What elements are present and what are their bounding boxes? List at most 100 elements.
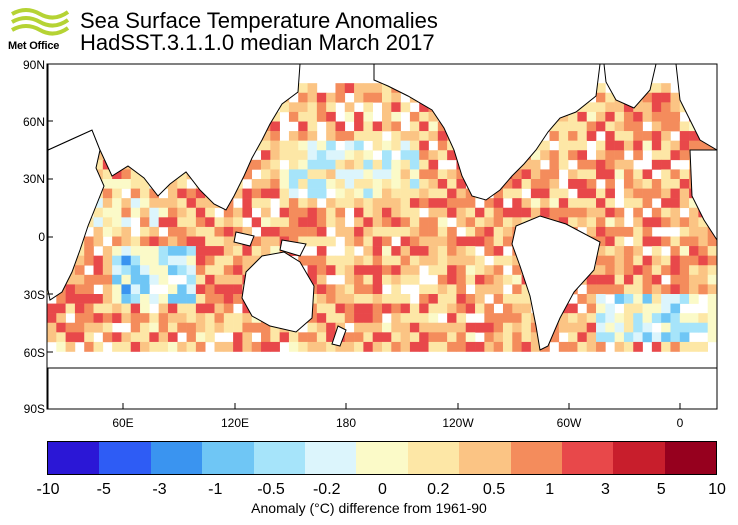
anomaly-cell <box>326 121 336 132</box>
anomaly-cell <box>261 207 271 218</box>
anomaly-cell <box>298 207 308 218</box>
anomaly-cell <box>251 159 262 170</box>
anomaly-cell <box>270 188 280 199</box>
anomaly-cell <box>140 217 150 228</box>
anomaly-cell <box>186 236 197 247</box>
anomaly-cell <box>130 179 141 189</box>
anomaly-cell <box>586 111 597 122</box>
anomaly-cell <box>670 322 681 333</box>
anomaly-cell <box>605 274 615 285</box>
anomaly-cell <box>642 303 653 314</box>
anomaly-cell <box>372 140 383 151</box>
anomaly-cell <box>84 332 94 343</box>
anomaly-cell <box>428 236 439 247</box>
anomaly-cell <box>261 217 271 228</box>
anomaly-cell <box>335 265 346 276</box>
anomaly-cell <box>316 188 327 199</box>
anomaly-cell <box>298 198 308 209</box>
anomaly-cell <box>307 207 318 218</box>
anomaly-cell <box>149 188 159 199</box>
anomaly-cell <box>214 284 225 295</box>
anomaly-cell <box>382 179 392 189</box>
anomaly-cell <box>140 303 150 314</box>
anomaly-cell <box>661 92 671 103</box>
anomaly-cell <box>568 131 578 141</box>
anomaly-cell <box>307 236 318 247</box>
anomaly-cell <box>298 140 308 151</box>
anomaly-cell <box>428 226 439 237</box>
anomaly-cell <box>540 188 550 199</box>
anomaly-cell <box>167 265 178 276</box>
anomaly-cell <box>568 121 578 132</box>
anomaly-cell <box>651 179 662 189</box>
new-zealand-land <box>331 325 347 347</box>
anomaly-cell <box>456 236 467 247</box>
anomaly-cell <box>698 236 708 247</box>
anomaly-cell <box>614 341 625 352</box>
anomaly-cell <box>363 246 373 256</box>
anomaly-cell <box>316 111 327 122</box>
anomaly-cell <box>577 341 588 352</box>
anomaly-cell <box>130 341 141 352</box>
logo-text: Met Office <box>8 40 60 52</box>
anomaly-cell <box>428 303 439 314</box>
anomaly-cell <box>307 255 318 266</box>
anomaly-cell <box>596 313 606 324</box>
anomaly-cell <box>298 121 308 132</box>
anomaly-cell <box>195 274 206 285</box>
anomaly-cell <box>391 274 401 285</box>
anomaly-cell <box>112 341 122 352</box>
anomaly-cell <box>326 207 336 218</box>
anomaly-cell <box>382 265 392 276</box>
anomaly-cell <box>698 265 708 276</box>
anomaly-cell <box>419 236 429 247</box>
anomaly-cell <box>596 255 606 266</box>
anomaly-cell <box>428 207 439 218</box>
anomaly-cell <box>344 246 355 256</box>
anomaly-cell <box>577 131 588 141</box>
anomaly-cell <box>326 332 336 343</box>
anomaly-cell <box>419 217 429 228</box>
anomaly-cell <box>642 255 653 266</box>
anomaly-cell <box>233 274 243 285</box>
anomaly-cell <box>549 169 560 180</box>
anomaly-cell <box>74 294 85 304</box>
anomaly-cell <box>419 188 429 199</box>
anomaly-cell <box>65 332 76 343</box>
anomaly-cell <box>298 159 308 170</box>
anomaly-cell <box>354 274 364 285</box>
anomaly-cell <box>437 236 448 247</box>
anomaly-cell <box>614 255 625 266</box>
anomaly-cell <box>223 322 234 333</box>
anomaly-cell <box>437 322 448 333</box>
anomaly-cell <box>372 226 383 237</box>
anomaly-cell <box>251 198 262 209</box>
anomaly-cell <box>689 322 699 333</box>
anomaly-cell <box>633 169 643 180</box>
anomaly-cell <box>642 102 653 113</box>
anomaly-cell <box>679 188 690 199</box>
lat-label-90n: 90N <box>22 58 45 72</box>
anomaly-cell <box>344 140 355 151</box>
anomaly-cell <box>344 226 355 237</box>
anomaly-cell <box>363 131 373 141</box>
anomaly-cell <box>288 169 299 180</box>
land-masses <box>47 63 718 410</box>
anomaly-cell <box>651 92 662 103</box>
anomaly-cell <box>195 341 206 352</box>
anomaly-cell <box>670 313 681 324</box>
anomaly-cell <box>74 303 85 314</box>
colorbar-tick-label: 10 <box>708 481 726 498</box>
anomaly-cell <box>195 284 206 295</box>
lon-label-120w: 120W <box>442 416 474 430</box>
anomaly-cell <box>605 131 615 141</box>
anomaly-cell <box>419 332 429 343</box>
anomaly-cell <box>74 274 85 285</box>
anomaly-cell <box>558 121 569 132</box>
anomaly-cell <box>298 236 308 247</box>
anomaly-cell <box>372 207 383 218</box>
anomaly-cell <box>437 150 448 161</box>
anomaly-cell <box>586 207 597 218</box>
anomaly-cell <box>670 169 681 180</box>
anomaly-cell <box>698 274 708 285</box>
